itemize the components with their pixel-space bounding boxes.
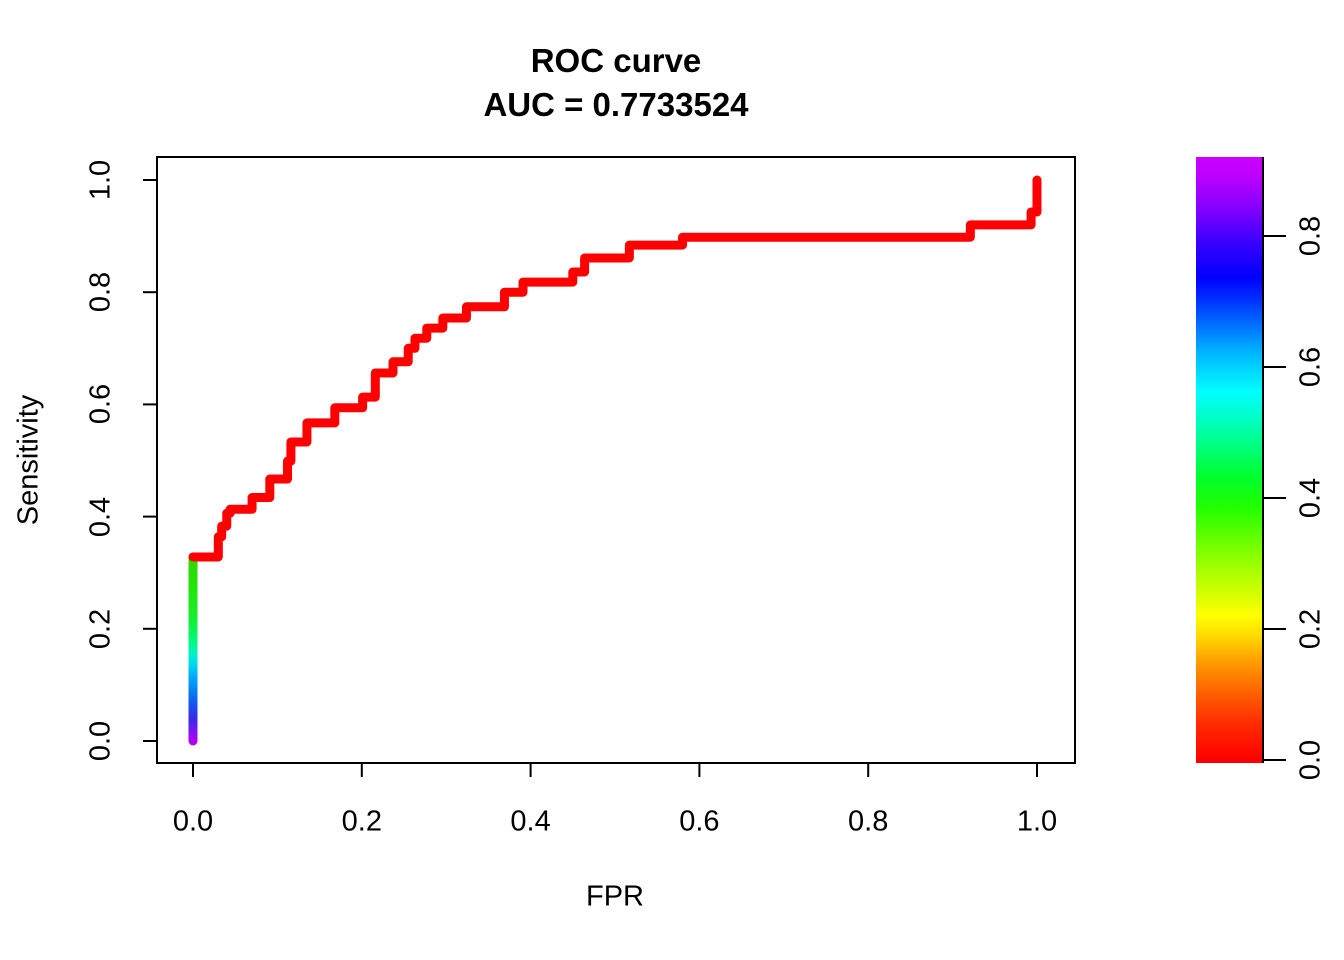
y-axis-title: Sensitivity <box>12 394 45 526</box>
y-tick-label: 0.8 <box>84 272 117 313</box>
x-axis-title: FPR <box>586 880 644 913</box>
y-tick-label: 1.0 <box>84 159 117 201</box>
colorbar-tick-label: 0.8 <box>1294 215 1327 257</box>
x-tick-label: 0.6 <box>679 805 720 838</box>
y-axis-ticks <box>143 179 157 742</box>
roc-curve-line <box>188 175 1042 562</box>
x-tick-label: 0.8 <box>848 805 889 838</box>
colorbar-ticks <box>1263 235 1286 761</box>
chart-title: ROC curve <box>530 42 702 79</box>
y-tick-label: 0.6 <box>84 384 117 425</box>
y-tick-label: 0.0 <box>84 720 117 762</box>
x-tick-label: 0.2 <box>341 805 382 838</box>
colorbar-tick-label: 0.6 <box>1294 346 1327 388</box>
x-tick-label: 0.0 <box>172 805 214 838</box>
x-tick-label: 0.4 <box>510 805 551 838</box>
y-tick-label: 0.4 <box>84 496 117 537</box>
colorbar-tick-label: 0.4 <box>1294 477 1327 519</box>
colorbar-tick-label: 0.2 <box>1294 608 1327 650</box>
x-axis-ticks <box>192 763 1038 777</box>
colorbar-tick-label: 0.0 <box>1294 739 1327 781</box>
y-tick-label: 0.2 <box>84 608 117 649</box>
x-tick-label: 1.0 <box>1016 805 1058 838</box>
plot-border <box>156 156 1076 764</box>
chart-subtitle: AUC = 0.7733524 <box>483 86 749 123</box>
colorbar-gradient <box>1196 157 1263 763</box>
